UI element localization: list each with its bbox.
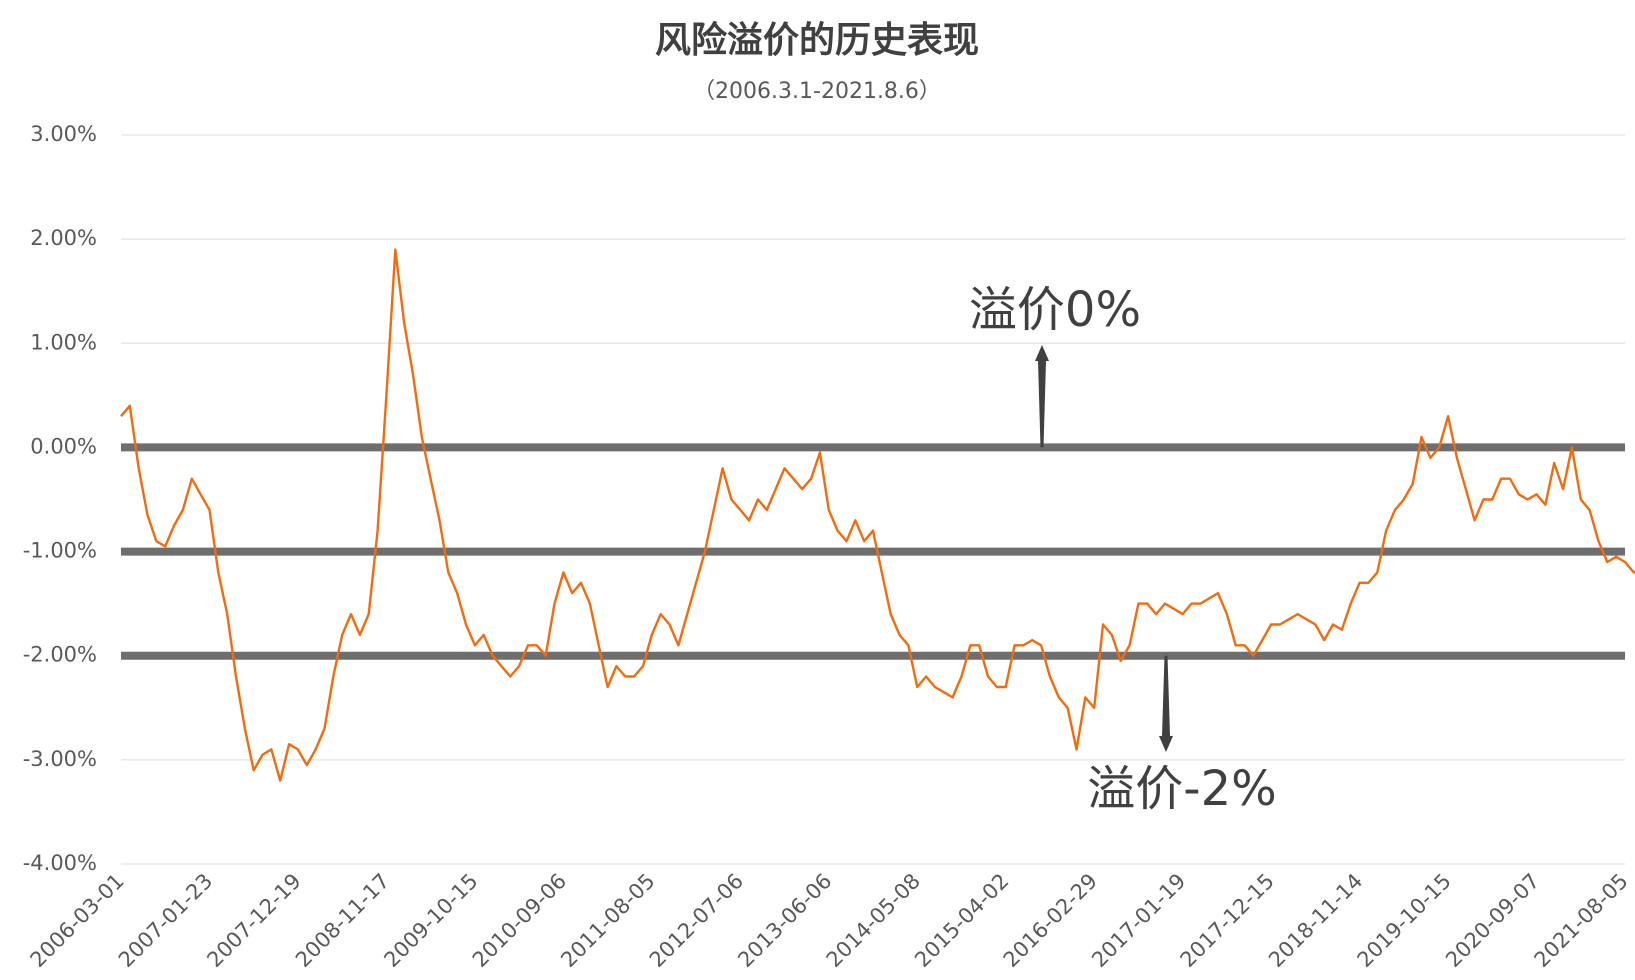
- x-tick-label: 2019-10-15: [1353, 869, 1456, 972]
- annotation-arrow: [1035, 345, 1049, 448]
- x-tick-label: 2017-12-15: [1176, 869, 1279, 972]
- y-tick-label: -1.00%: [23, 539, 97, 563]
- x-tick-label: 2016-02-29: [999, 869, 1102, 972]
- x-tick-label: 2007-01-23: [114, 869, 217, 972]
- x-tick-label: 2012-07-06: [645, 869, 748, 972]
- x-tick-label: 2006-03-01: [26, 869, 129, 972]
- x-tick-label: 2017-01-19: [1087, 869, 1190, 972]
- x-tick-label: 2008-11-17: [291, 869, 394, 972]
- x-tick-label: 2013-06-06: [733, 869, 836, 972]
- x-tick-label: 2011-08-05: [556, 869, 659, 972]
- y-tick-label: 2.00%: [30, 226, 97, 250]
- y-tick-label: -4.00%: [23, 851, 97, 875]
- x-tick-label: 2015-04-02: [910, 869, 1013, 972]
- y-tick-label: -2.00%: [23, 643, 97, 667]
- chart-subtitle: （2006.3.1-2021.8.6）: [693, 79, 941, 104]
- chart-title: 风险溢价的历史表现: [655, 20, 979, 61]
- x-tick-label: 2010-09-06: [468, 869, 571, 972]
- data-line: [120, 248, 1635, 782]
- x-tick-label: 2021-08-05: [1530, 869, 1633, 972]
- y-tick-label: 3.00%: [30, 122, 97, 146]
- x-tick-label: 2007-12-19: [202, 869, 305, 972]
- x-tick-label: 2018-11-14: [1264, 869, 1367, 972]
- annotation-arrow: [1159, 655, 1173, 752]
- y-tick-label: -3.00%: [23, 747, 97, 771]
- y-tick-label: 0.00%: [30, 434, 97, 458]
- x-tick-label: 2020-09-07: [1441, 869, 1544, 972]
- annotation-text: 溢价-2%: [1087, 761, 1276, 817]
- x-tick-label: 2009-10-15: [379, 869, 482, 972]
- y-tick-label: 1.00%: [30, 330, 97, 354]
- x-tick-label: 2014-05-08: [822, 869, 925, 972]
- annotation-text: 溢价0%: [969, 282, 1141, 338]
